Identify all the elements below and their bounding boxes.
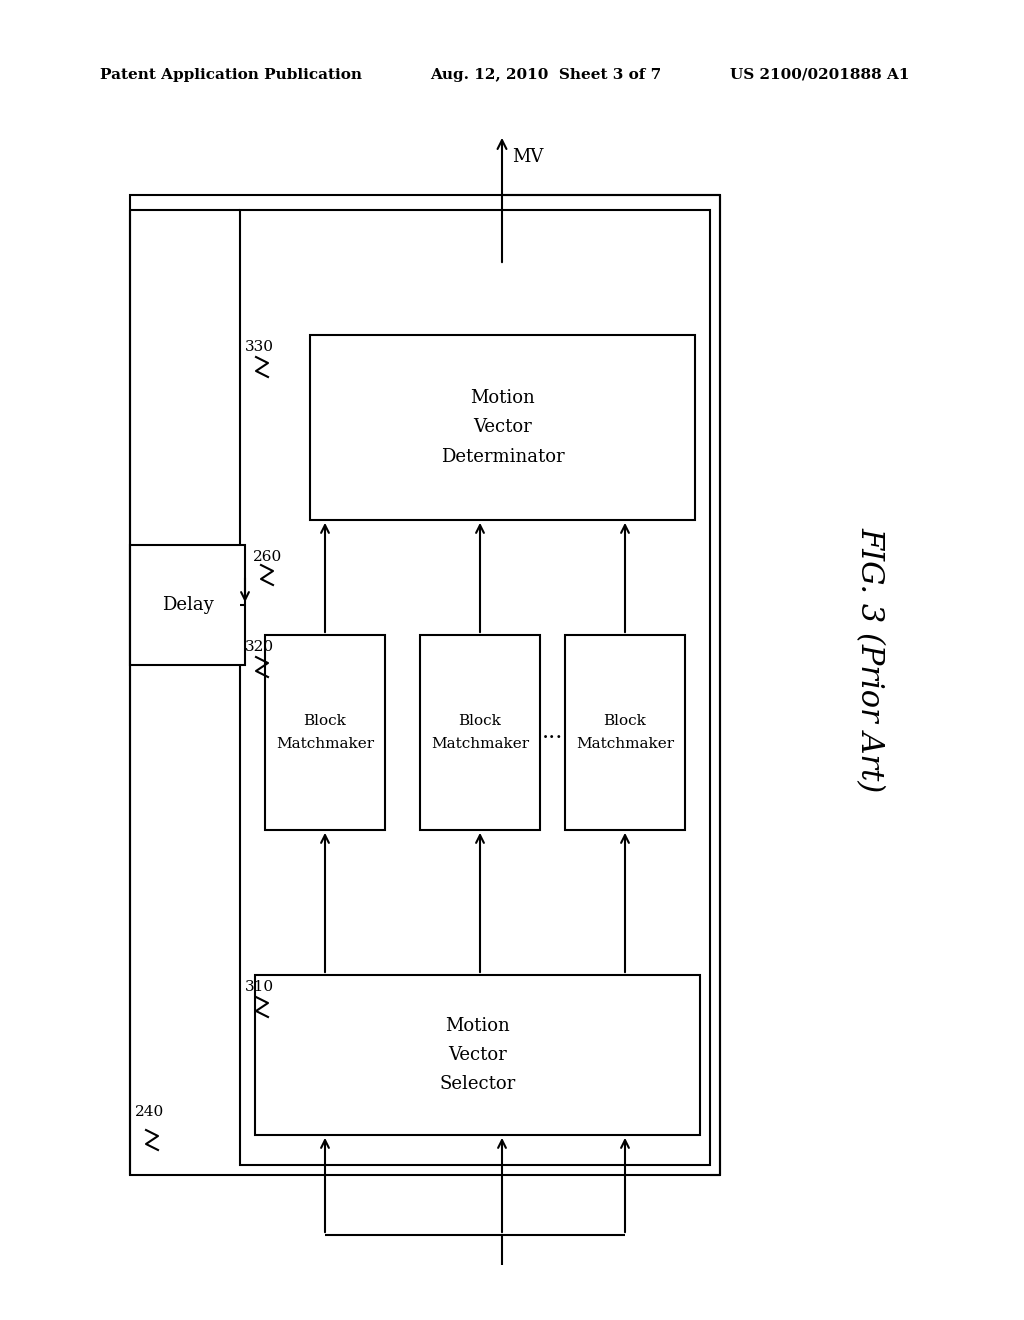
Bar: [310, 335, 695, 520]
Bar: [255, 975, 700, 1135]
Bar: [565, 635, 685, 830]
Text: 240: 240: [135, 1105, 164, 1119]
Text: 310: 310: [245, 979, 274, 994]
Text: 330: 330: [245, 341, 274, 354]
Bar: [130, 545, 245, 665]
Bar: [265, 635, 385, 830]
Text: Block
Matchmaker: Block Matchmaker: [275, 714, 374, 751]
Text: Motion
Vector
Determinator: Motion Vector Determinator: [440, 389, 564, 466]
Text: MV: MV: [512, 148, 544, 166]
Text: Aug. 12, 2010  Sheet 3 of 7: Aug. 12, 2010 Sheet 3 of 7: [430, 69, 662, 82]
Text: Patent Application Publication: Patent Application Publication: [100, 69, 362, 82]
Text: US 2100/0201888 A1: US 2100/0201888 A1: [730, 69, 909, 82]
Text: Motion
Vector
Selector: Motion Vector Selector: [439, 1016, 516, 1093]
Text: FIG. 3 (Prior Art): FIG. 3 (Prior Art): [854, 528, 886, 792]
Text: 320: 320: [245, 640, 274, 653]
Bar: [420, 635, 540, 830]
Text: Block
Matchmaker: Block Matchmaker: [431, 714, 529, 751]
Text: 260: 260: [253, 550, 283, 564]
Bar: [240, 210, 710, 1166]
Text: Block
Matchmaker: Block Matchmaker: [575, 714, 674, 751]
Bar: [130, 195, 720, 1175]
Text: Delay: Delay: [162, 597, 213, 614]
Text: ...: ...: [542, 722, 563, 743]
